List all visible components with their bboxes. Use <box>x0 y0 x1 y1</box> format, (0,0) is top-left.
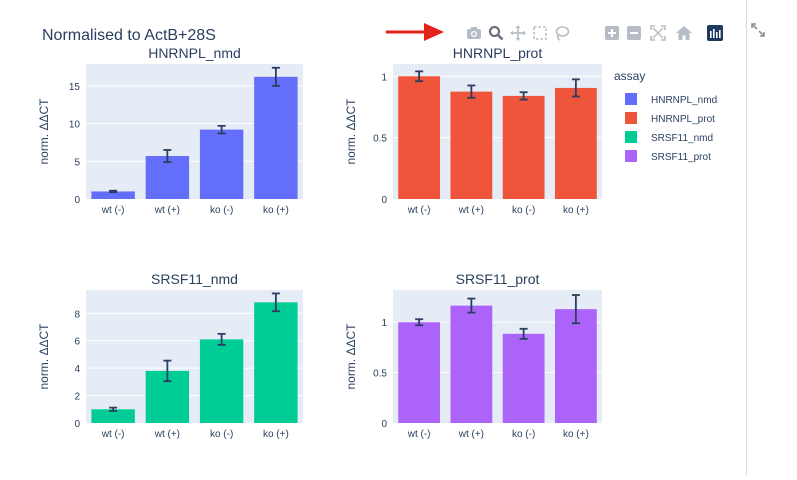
legend-item-label[interactable]: HNRNPL_prot <box>651 114 715 125</box>
y-tick-label: 0 <box>381 419 387 430</box>
x-tick-label: ko (+) <box>563 205 589 216</box>
x-tick-label: wt (-) <box>407 205 431 216</box>
red-arrow-annotation <box>386 23 444 41</box>
subplot-title: HNRNPL_nmd <box>148 45 241 61</box>
y-tick-label: 15 <box>69 82 81 93</box>
y-tick-label: 1 <box>381 318 387 329</box>
zoom-icon[interactable] <box>486 22 506 44</box>
legend-item-label[interactable]: SRSF11_prot <box>651 152 711 163</box>
x-tick-label: ko (+) <box>263 205 289 216</box>
bar[interactable] <box>450 91 493 199</box>
autoscale-icon[interactable] <box>648 22 668 44</box>
x-tick-label: ko (-) <box>512 205 535 216</box>
bar[interactable] <box>254 302 298 423</box>
zoom-in-icon[interactable] <box>602 22 622 44</box>
bar[interactable] <box>91 191 135 199</box>
legend-swatch[interactable] <box>625 93 637 105</box>
x-tick-label: wt (-) <box>407 429 431 440</box>
x-tick-label: ko (+) <box>263 429 289 440</box>
y-axis-label: norm. ΔΔCT <box>344 98 358 165</box>
subplot-title: HNRNPL_prot <box>453 45 543 61</box>
y-tick-label: 0.5 <box>373 369 387 380</box>
legend-swatch[interactable] <box>625 112 637 124</box>
pan-icon[interactable] <box>508 22 528 44</box>
y-tick-label: 10 <box>69 120 81 131</box>
y-tick-label: 1 <box>381 72 387 83</box>
x-tick-label: ko (-) <box>210 429 233 440</box>
x-tick-label: ko (+) <box>563 429 589 440</box>
bar[interactable] <box>145 156 190 199</box>
bar[interactable] <box>502 95 545 199</box>
subplot: 0 0.5 1 wt (-) wt (+) ko (-) ko (+) HNRNPL_prot… <box>344 45 602 216</box>
legend: assay HNRNPL_nmd HNRNPL_prot SRSF11_nmd SRSF… <box>614 69 717 163</box>
bar[interactable] <box>502 333 545 423</box>
fullscreen-expand-icon[interactable] <box>750 22 766 38</box>
y-tick-label: 6 <box>74 337 80 348</box>
x-tick-label: wt (-) <box>101 205 125 216</box>
legend-swatch[interactable] <box>625 131 637 143</box>
y-tick-label: 0 <box>74 419 80 430</box>
bar[interactable] <box>450 305 493 423</box>
subplot: 0 0.5 1 wt (-) wt (+) ko (-) ko (+) SRSF11_prot… <box>344 271 602 440</box>
lasso-icon[interactable] <box>552 22 572 44</box>
bar[interactable] <box>199 129 244 199</box>
subplot: 0 5 10 15 wt (-) wt (+) ko (-) ko (+) HNRNPL_nmd… <box>37 45 303 216</box>
x-tick-label: wt (+) <box>154 429 180 440</box>
y-tick-label: 2 <box>74 392 80 403</box>
box-select-icon[interactable] <box>530 22 550 44</box>
x-tick-label: wt (-) <box>101 429 125 440</box>
camera-icon[interactable] <box>464 22 484 44</box>
bar[interactable] <box>199 339 244 423</box>
x-tick-label: ko (-) <box>210 205 233 216</box>
x-tick-label: ko (-) <box>512 429 535 440</box>
y-tick-label: 8 <box>74 309 80 320</box>
y-tick-label: 0.5 <box>373 134 387 145</box>
legend-title: assay <box>614 69 645 83</box>
legend-item-label[interactable]: HNRNPL_nmd <box>651 95 717 106</box>
subplot: 0 2 4 6 8 wt (-) wt (+) ko (-) ko (+) SRSF11_nmdn… <box>37 271 303 440</box>
bar[interactable] <box>554 309 597 423</box>
reset-axes-icon[interactable] <box>674 22 694 44</box>
bar[interactable] <box>254 76 298 199</box>
y-tick-label: 0 <box>74 195 80 206</box>
x-tick-label: wt (+) <box>154 205 180 216</box>
y-tick-label: 0 <box>381 195 387 206</box>
legend-item-label[interactable]: SRSF11_nmd <box>651 133 713 144</box>
bar[interactable] <box>554 87 597 199</box>
y-axis-label: norm. ΔΔCT <box>344 323 358 390</box>
y-axis-label: norm. ΔΔCT <box>37 323 51 390</box>
y-tick-label: 4 <box>74 364 80 375</box>
figure-title: Normalised to ActB+28S <box>42 27 216 44</box>
y-tick-label: 5 <box>74 157 80 168</box>
bar[interactable] <box>91 409 135 423</box>
y-axis-label: norm. ΔΔCT <box>37 98 51 165</box>
plotly-logo-icon[interactable] <box>705 22 725 44</box>
zoom-out-icon[interactable] <box>624 22 644 44</box>
bar[interactable] <box>398 322 441 423</box>
scrollbar-track[interactable] <box>746 0 747 475</box>
legend-swatch[interactable] <box>625 150 637 162</box>
x-tick-label: wt (+) <box>458 205 484 216</box>
subplot-title: SRSF11_nmd <box>151 271 238 287</box>
bar[interactable] <box>398 76 441 199</box>
x-tick-label: wt (+) <box>458 429 484 440</box>
subplot-title: SRSF11_prot <box>456 271 540 287</box>
